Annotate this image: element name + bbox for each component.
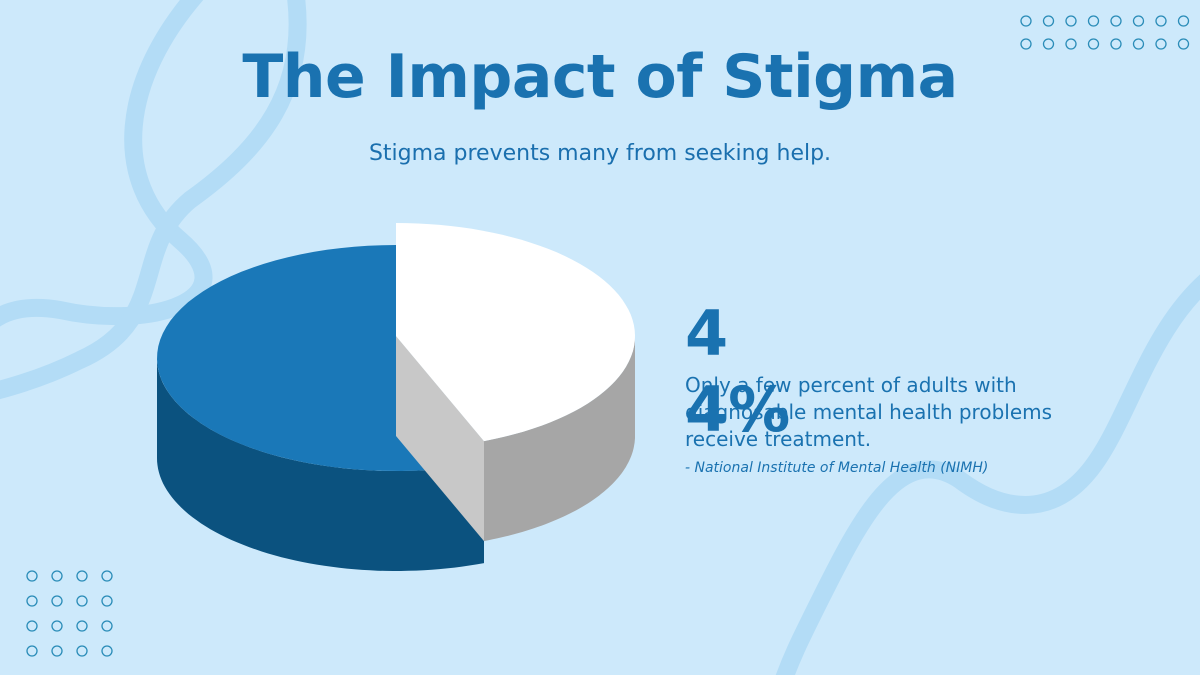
- wave: [775, 274, 1200, 675]
- dot: [76, 595, 88, 607]
- dot: [76, 645, 88, 657]
- wave: [0, 0, 307, 400]
- slice-face: [396, 336, 484, 542]
- dot-grid: [26, 15, 1190, 657]
- source: - National Institute of Mental Health (N…: [685, 460, 989, 476]
- dot: [26, 645, 38, 657]
- dot: [1087, 38, 1100, 50]
- dot: [1110, 15, 1122, 27]
- dot: [1065, 15, 1077, 27]
- subtitle: Stigma prevents many from seeking help.: [368, 141, 832, 166]
- dot: [51, 645, 63, 657]
- body-text: Only a few percent of adults with diagno…: [685, 373, 1053, 451]
- dot: [1042, 38, 1055, 50]
- dot: [1155, 15, 1167, 27]
- slice: [396, 223, 635, 442]
- stat: 44%: [685, 297, 791, 446]
- dot: [51, 570, 63, 582]
- dot: [1065, 38, 1077, 50]
- dot: [101, 620, 113, 632]
- dot: [1087, 15, 1100, 27]
- dot: [76, 570, 88, 582]
- dot: [26, 620, 38, 632]
- dot: [26, 570, 38, 582]
- dot: [1132, 38, 1145, 50]
- dot: [101, 645, 113, 657]
- slice-side: [484, 336, 635, 542]
- dot: [51, 620, 63, 632]
- dot: [101, 570, 113, 582]
- title: The Impact of Stigma: [242, 42, 958, 112]
- dot: [1020, 15, 1032, 27]
- slice-side: [157, 358, 484, 571]
- dot: [1177, 15, 1190, 27]
- dot: [76, 620, 88, 632]
- dot: [1155, 38, 1167, 50]
- dot: [51, 595, 63, 607]
- dot: [26, 595, 38, 607]
- dot: [101, 595, 113, 607]
- pie: [157, 223, 635, 571]
- dot: [1132, 15, 1145, 27]
- dot: [1020, 38, 1032, 50]
- dot: [1110, 38, 1122, 50]
- dot: [1042, 15, 1055, 27]
- dot: [1177, 38, 1190, 50]
- wave: [0, 0, 213, 327]
